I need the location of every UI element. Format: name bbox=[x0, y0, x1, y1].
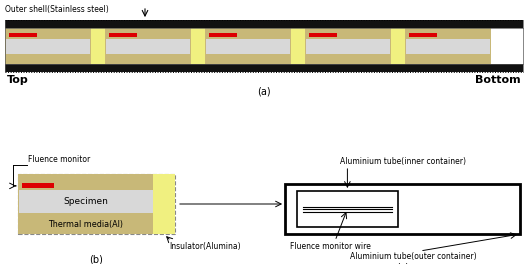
Bar bbox=[309, 33, 336, 37]
Text: Bottom: Bottom bbox=[475, 75, 521, 85]
Text: (b): (b) bbox=[90, 254, 103, 264]
Bar bbox=[405, 28, 491, 64]
Bar bbox=[91, 28, 105, 64]
Bar bbox=[297, 191, 398, 227]
Bar bbox=[9, 33, 36, 37]
Bar bbox=[109, 33, 137, 37]
Text: Aluminium tube(outer container): Aluminium tube(outer container) bbox=[350, 252, 477, 261]
Bar bbox=[5, 20, 523, 28]
Text: (a): (a) bbox=[257, 86, 271, 96]
Text: Specimen: Specimen bbox=[63, 197, 108, 206]
Bar bbox=[305, 28, 391, 64]
Bar bbox=[406, 39, 490, 54]
Bar bbox=[409, 33, 437, 37]
Text: Aluminium tube(inner container): Aluminium tube(inner container) bbox=[340, 157, 466, 166]
Bar bbox=[391, 28, 405, 64]
Bar bbox=[306, 39, 390, 54]
Text: Insulator(Alumina): Insulator(Alumina) bbox=[169, 242, 241, 251]
Bar bbox=[291, 28, 305, 64]
Text: (c): (c) bbox=[396, 262, 409, 264]
Bar bbox=[18, 174, 175, 234]
Text: Top: Top bbox=[7, 75, 29, 85]
Text: Outer shell(Stainless steel): Outer shell(Stainless steel) bbox=[5, 5, 109, 14]
Bar bbox=[285, 184, 520, 234]
Bar bbox=[5, 28, 91, 64]
Text: Fluence monitor: Fluence monitor bbox=[28, 155, 90, 164]
Bar bbox=[209, 33, 237, 37]
Bar bbox=[205, 28, 291, 64]
Bar bbox=[106, 39, 190, 54]
Bar bbox=[5, 64, 523, 72]
Bar bbox=[105, 28, 191, 64]
Bar bbox=[6, 39, 90, 54]
Bar bbox=[153, 174, 175, 234]
Bar bbox=[19, 190, 153, 213]
Text: Fluence monitor wire: Fluence monitor wire bbox=[290, 242, 371, 251]
Bar bbox=[22, 183, 54, 188]
Bar bbox=[18, 174, 153, 234]
Text: Thermal media(Al): Thermal media(Al) bbox=[48, 220, 123, 229]
Bar bbox=[191, 28, 205, 64]
Bar bbox=[206, 39, 290, 54]
